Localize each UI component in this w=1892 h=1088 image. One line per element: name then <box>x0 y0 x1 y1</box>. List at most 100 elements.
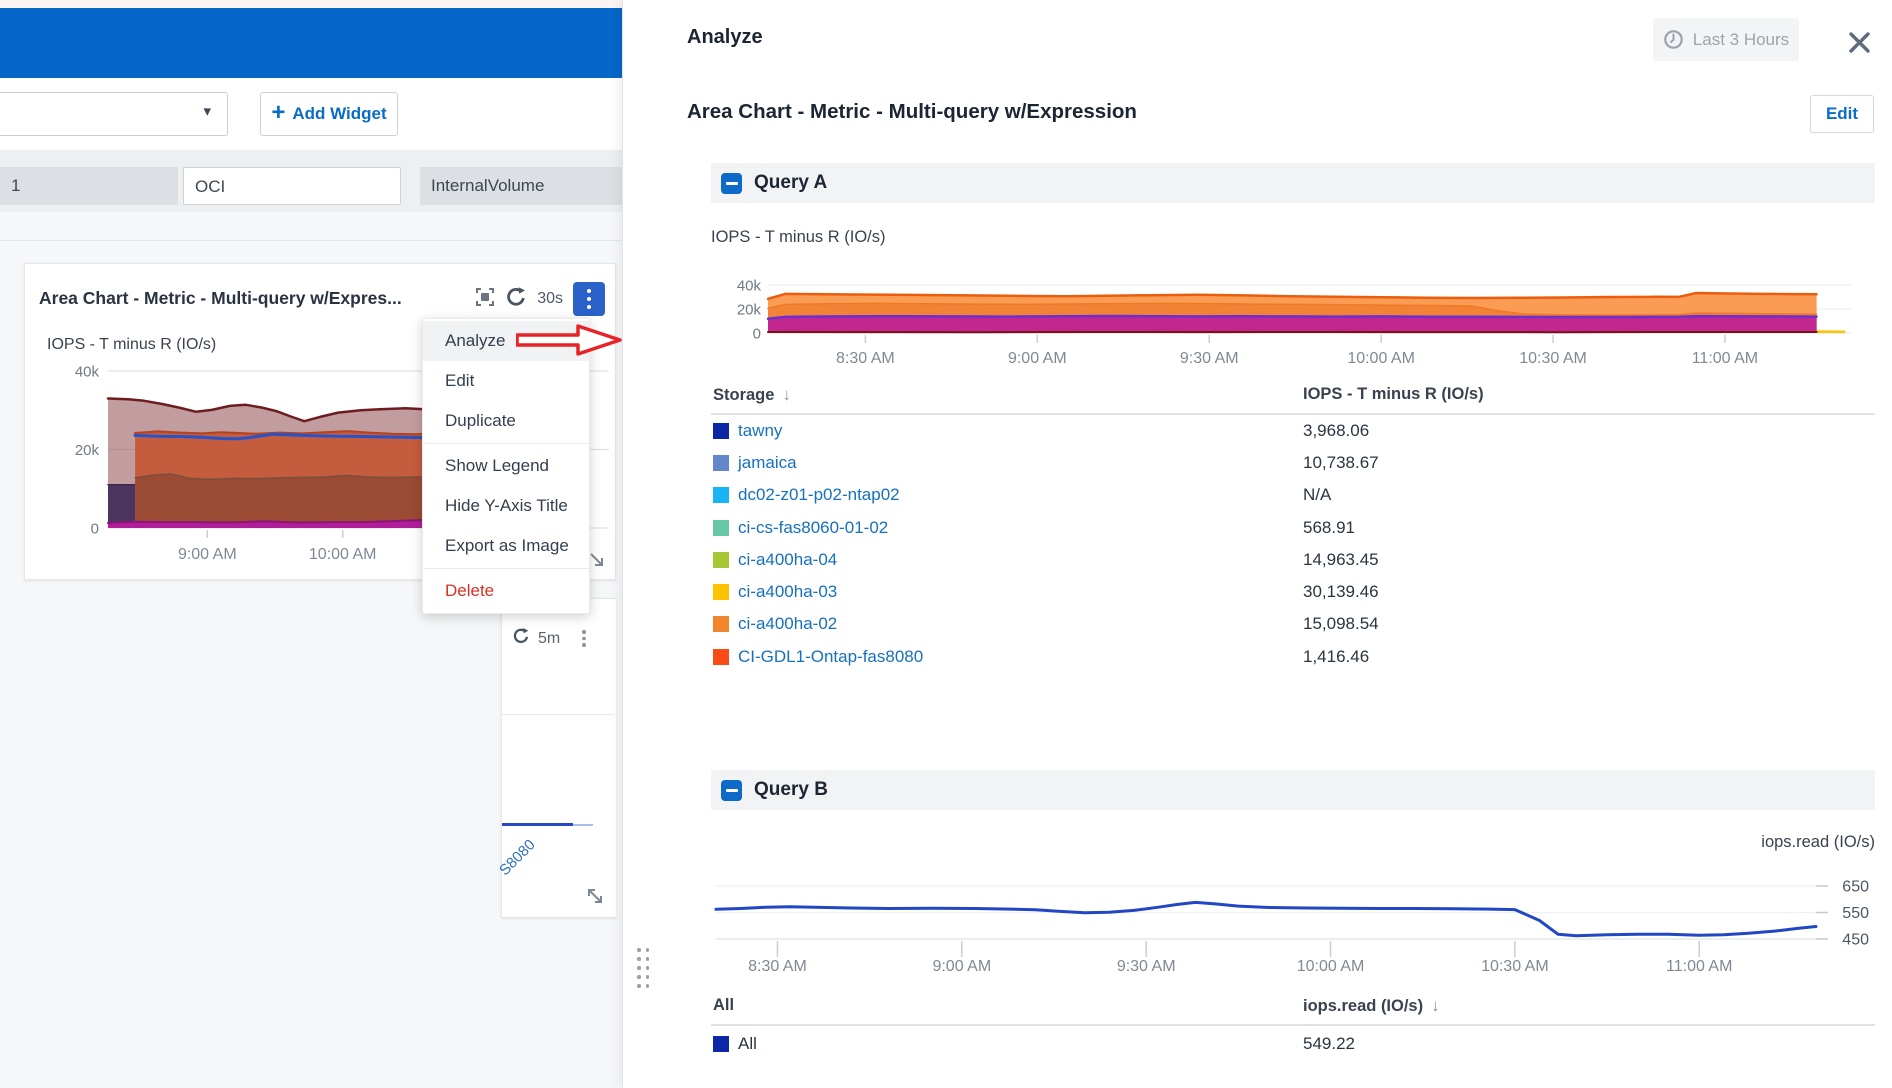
query-b-axis-label: iops.read (IO/s) <box>1761 833 1875 851</box>
row-label: All <box>738 1033 757 1053</box>
refresh-interval: 5m <box>538 629 561 647</box>
row-label[interactable]: ci-a400ha-04 <box>738 549 838 569</box>
legend-swatch <box>713 1035 729 1052</box>
row-value: 10,738.67 <box>1303 452 1379 472</box>
table-row: ci-a400ha-04 14,963.45 <box>711 544 1875 576</box>
add-widget-label: Add Widget <box>292 104 387 123</box>
clock-icon <box>1663 30 1683 49</box>
plus-icon: + <box>271 98 286 126</box>
panel-resize-grip[interactable] <box>637 948 649 988</box>
svg-text:9:00 AM: 9:00 AM <box>932 958 991 975</box>
collapse-icon[interactable] <box>721 779 742 801</box>
legend-swatch <box>713 422 729 439</box>
legend-swatch <box>713 551 729 568</box>
collapse-icon[interactable] <box>721 172 742 194</box>
query-b-chart: 650 550 450 8:30 AM 9:00 AM 9:30 AM 10:00 AM 10… <box>714 879 1869 975</box>
refresh-interval: 30s <box>537 290 563 307</box>
query-b-header[interactable]: Query B <box>711 770 1875 810</box>
sort-desc-icon[interactable]: ↓ <box>782 385 791 404</box>
left-chart-title: IOPS - T minus R (IO/s) <box>47 336 217 353</box>
row-label[interactable]: dc02-z01-p02-ntap02 <box>738 485 900 505</box>
svg-text:11:00 AM: 11:00 AM <box>1692 350 1758 367</box>
svg-text:450: 450 <box>1842 932 1869 949</box>
svg-text:8:30 AM: 8:30 AM <box>748 958 807 975</box>
add-widget-button[interactable]: + Add Widget <box>260 92 398 136</box>
time-range-button[interactable]: Last 3 Hours <box>1653 18 1799 61</box>
row-label[interactable]: jamaica <box>738 452 797 472</box>
legend-swatch <box>713 487 729 504</box>
filter-field-internalvolume[interactable]: InternalVolume <box>420 167 622 205</box>
menu-item-hide-y-axis-title[interactable]: Hide Y-Axis Title <box>445 496 568 515</box>
query-b-label: Query B <box>754 779 828 800</box>
row-label[interactable]: tawny <box>738 420 783 440</box>
widget-title: Area Chart - Metric - Multi-query w/Expr… <box>39 288 402 308</box>
column-header-storage[interactable]: Storage ↓ <box>713 385 791 404</box>
svg-text:11:00 AM: 11:00 AM <box>1666 958 1732 975</box>
analyzed-widget-title: Area Chart - Metric - Multi-query w/Expr… <box>687 100 1137 123</box>
svg-text:9:30 AM: 9:30 AM <box>1117 958 1176 975</box>
divider-line <box>502 714 614 715</box>
chevron-down-icon: ▾ <box>203 103 211 120</box>
svg-text:0: 0 <box>753 326 761 343</box>
mini-chart-line-light <box>573 824 593 826</box>
refresh-icon[interactable] <box>505 286 527 313</box>
query-a-header[interactable]: Query A <box>711 163 1875 203</box>
svg-text:9:00 AM: 9:00 AM <box>178 546 237 561</box>
analyze-panel: Analyze Last 3 Hours Area Chart - Metric… <box>622 0 1892 1088</box>
menu-item-edit[interactable]: Edit <box>445 371 475 390</box>
edit-button[interactable]: Edit <box>1810 95 1874 133</box>
svg-text:20k: 20k <box>737 302 762 319</box>
widget-context-menu: Analyze Edit Duplicate Show Legend Hide Y-Ax… <box>422 318 590 614</box>
table-row: All 549.22 <box>711 1026 1875 1062</box>
query-a-chart-title: IOPS - T minus R (IO/s) <box>711 228 886 246</box>
filter-field-oci[interactable]: OCI <box>183 167 401 205</box>
menu-item-duplicate[interactable]: Duplicate <box>445 411 516 430</box>
svg-text:10:00 AM: 10:00 AM <box>309 546 377 561</box>
widget-kebab-menu-button[interactable] <box>582 630 586 647</box>
legend-swatch <box>713 648 729 665</box>
table-row: ci-a400ha-03 30,139.46 <box>711 576 1875 608</box>
row-label[interactable]: ci-cs-fas8060-01-02 <box>738 517 889 537</box>
query-a-table: Storage ↓ IOPS - T minus R (IO/s) tawny 3,… <box>711 385 1875 673</box>
legend-swatch <box>713 519 729 536</box>
row-value: 14,963.45 <box>1303 549 1379 569</box>
expand-diagonal-icon[interactable] <box>584 885 606 912</box>
table-row: jamaica 10,738.67 <box>711 447 1875 479</box>
svg-text:8:30 AM: 8:30 AM <box>836 350 895 367</box>
column-header-iops[interactable]: IOPS - T minus R (IO/s) <box>1303 385 1484 403</box>
svg-text:9:00 AM: 9:00 AM <box>1008 350 1067 367</box>
refresh-icon[interactable] <box>512 627 530 650</box>
menu-item-delete[interactable]: Delete <box>445 581 495 600</box>
column-header-iops-read[interactable]: iops.read (IO/s) ↓ <box>1303 996 1440 1015</box>
dashboard-select[interactable]: ▾ <box>0 92 228 136</box>
menu-item-show-legend[interactable]: Show Legend <box>445 456 549 475</box>
query-a-chart: 40k 20k 0 8:30 AM 9:00 AM 9:30 AM 10:00 AM 10:3… <box>737 278 1851 367</box>
column-header-all[interactable]: All <box>713 996 735 1014</box>
row-label[interactable]: ci-a400ha-03 <box>738 582 838 602</box>
svg-text:9:30 AM: 9:30 AM <box>1180 350 1239 367</box>
row-value: 568.91 <box>1303 517 1355 537</box>
menu-item-export-as-image[interactable]: Export as Image <box>445 536 569 555</box>
sort-desc-icon[interactable]: ↓ <box>1431 996 1440 1015</box>
close-icon[interactable] <box>1847 30 1872 60</box>
mini-chart-line <box>502 823 573 826</box>
row-label[interactable]: ci-a400ha-02 <box>738 614 838 634</box>
widget-kebab-menu-button[interactable] <box>573 282 605 316</box>
table-row: ci-a400ha-02 15,098.54 <box>711 608 1875 640</box>
dashboard-region: ▾ + Add Widget 1 OCI InternalVolume Area… <box>0 0 622 1088</box>
menu-item-analyze[interactable]: Analyze <box>423 321 589 361</box>
time-range-label: Last 3 Hours <box>1692 29 1790 49</box>
focus-expand-icon[interactable] <box>475 287 495 312</box>
row-value: 1,416.46 <box>1303 646 1370 666</box>
svg-text:10:00 AM: 10:00 AM <box>1297 958 1365 975</box>
svg-text:10:00 AM: 10:00 AM <box>1347 350 1415 367</box>
resize-handle-icon[interactable] <box>587 550 605 573</box>
filter-bar: 1 OCI InternalVolume <box>0 150 622 212</box>
filter-field-1[interactable]: 1 <box>0 167 178 205</box>
table-row: tawny 3,968.06 <box>711 415 1875 447</box>
svg-text:40k: 40k <box>75 364 100 381</box>
widget-card-partial: 5m S8080 <box>496 598 616 918</box>
row-label[interactable]: CI-GDL1-Ontap-fas8080 <box>738 646 924 666</box>
legend-swatch <box>713 454 729 471</box>
